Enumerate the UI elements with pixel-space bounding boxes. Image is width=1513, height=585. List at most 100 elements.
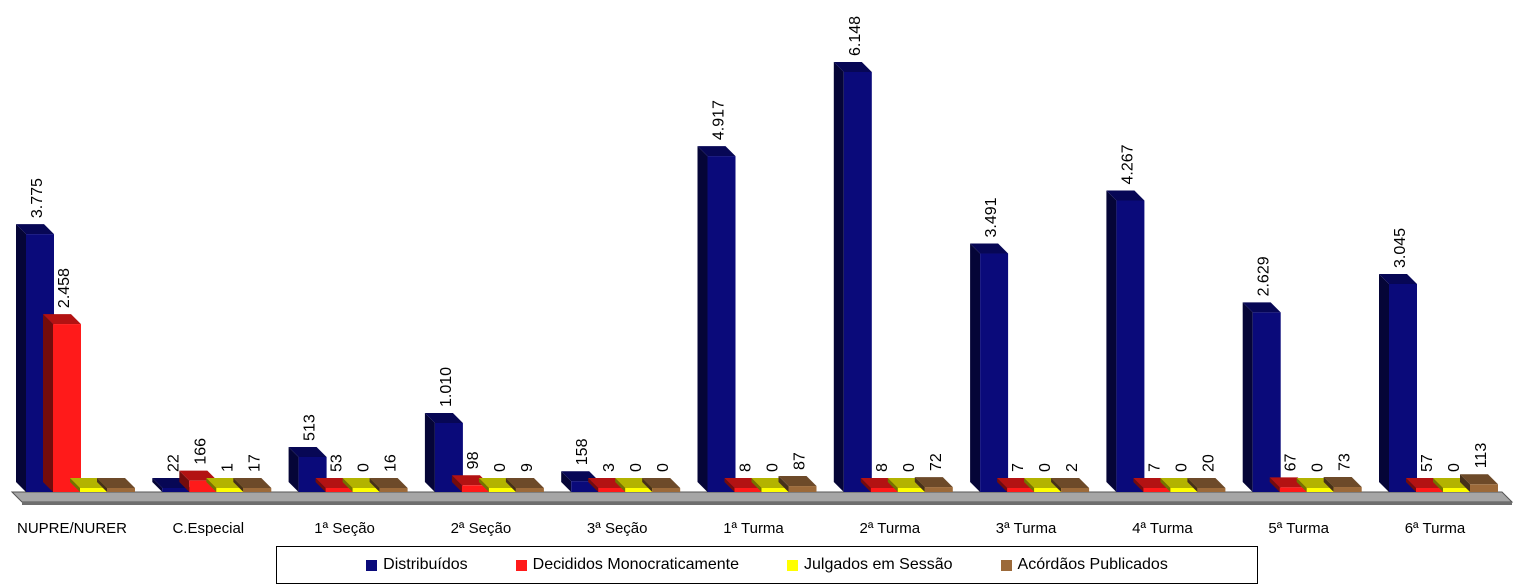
- bar-side: [778, 476, 789, 492]
- bar-front: [843, 72, 872, 492]
- value-label: 7: [1146, 463, 1163, 472]
- bar-side: [288, 446, 299, 492]
- value-label: 6.148: [847, 16, 864, 56]
- value-label: 158: [574, 438, 591, 465]
- bar-4-11: [1460, 474, 1498, 492]
- bar-top: [424, 413, 463, 424]
- bar-front: [162, 488, 191, 492]
- bar-top: [1323, 477, 1362, 488]
- value-label: 2.629: [1256, 256, 1273, 296]
- bar-1-6: [697, 146, 736, 492]
- bar-top: [1379, 273, 1417, 284]
- bar-1-11: [1379, 273, 1417, 492]
- bar-front: [379, 488, 408, 492]
- bar-top: [1242, 302, 1281, 313]
- value-label: 98: [465, 451, 482, 469]
- value-label: 17: [246, 454, 263, 472]
- value-label: 166: [192, 438, 209, 465]
- bar-front: [461, 485, 490, 492]
- category-label: NUPRE/NURER: [17, 520, 127, 537]
- bar-front: [598, 488, 627, 492]
- bar-front: [761, 488, 790, 492]
- bar-2-1: [43, 314, 81, 492]
- bar-top: [833, 62, 872, 72]
- bar-front: [1389, 283, 1417, 492]
- bar-front: [897, 488, 926, 492]
- value-label: 0: [901, 463, 918, 472]
- bar-side: [424, 413, 435, 492]
- bar-4-6: [778, 476, 817, 492]
- bar-1-7: [833, 62, 872, 492]
- bar-front: [1170, 488, 1199, 492]
- value-label: 0: [1173, 463, 1190, 472]
- legend-label: Julgados em Sessão: [803, 556, 953, 573]
- bar-side: [1051, 478, 1062, 492]
- bar-front: [1197, 488, 1226, 492]
- chart-floor: [10, 491, 1513, 505]
- bar-side: [1406, 478, 1416, 492]
- value-label: 2.458: [56, 268, 73, 308]
- bar-side: [206, 478, 217, 492]
- bar-side: [997, 478, 1008, 492]
- bar-top: [97, 478, 135, 488]
- bar-top: [505, 478, 544, 488]
- bar-4-7: [914, 477, 953, 492]
- bar-top: [233, 478, 272, 488]
- bar-side: [451, 475, 462, 492]
- legend-swatch-julgados: [786, 559, 798, 571]
- bar-front: [488, 488, 517, 492]
- bar-1-10: [1242, 302, 1281, 492]
- value-label: 1: [219, 463, 236, 472]
- value-label: 16: [383, 454, 400, 472]
- value-label: 8: [738, 463, 755, 472]
- bar-side: [561, 471, 572, 492]
- bar-top: [1460, 474, 1498, 485]
- bar-front: [243, 488, 272, 492]
- bar-side: [642, 478, 653, 492]
- bar-top: [1106, 190, 1145, 201]
- bar-side: [697, 146, 708, 492]
- bar-front: [1034, 488, 1063, 492]
- bar-front: [788, 486, 817, 492]
- bar-4-4: [505, 478, 544, 492]
- bar-top: [1187, 478, 1226, 488]
- value-label: 113: [1473, 443, 1490, 469]
- bar-top: [778, 476, 817, 487]
- bar-front: [870, 488, 899, 492]
- bar-front: [980, 253, 1009, 492]
- chart-floor-edge: [22, 502, 1512, 505]
- bar-side: [478, 478, 489, 492]
- value-label: 4.267: [1119, 144, 1136, 184]
- bar-front: [216, 488, 245, 492]
- value-label: 8: [874, 463, 891, 472]
- bar-side: [833, 62, 844, 492]
- bar-side: [615, 478, 626, 492]
- bar-side: [70, 478, 80, 492]
- value-label: 0: [655, 463, 672, 472]
- bar-front: [924, 487, 953, 492]
- bar-side: [342, 478, 353, 492]
- value-label: 2: [1064, 463, 1081, 472]
- chart-bars: [16, 62, 1498, 493]
- bar-front: [625, 488, 654, 492]
- bar-side: [1323, 477, 1334, 492]
- bar-front: [1306, 488, 1335, 492]
- value-label: 20: [1200, 454, 1217, 472]
- category-label: 3ª Turma: [996, 520, 1057, 537]
- bar-front: [1279, 487, 1308, 492]
- bar-front: [352, 488, 381, 492]
- bar-top: [43, 314, 81, 325]
- bar-side: [1133, 478, 1144, 492]
- bar-side: [1296, 478, 1307, 492]
- bar-front: [1143, 488, 1172, 492]
- bar-front: [325, 488, 354, 492]
- bar-front: [652, 488, 681, 492]
- value-label: 0: [1310, 463, 1327, 472]
- value-label: 73: [1337, 453, 1354, 471]
- bar-front: [1061, 488, 1090, 492]
- bar-top: [914, 477, 953, 488]
- bar-front: [1116, 200, 1145, 493]
- bar-side: [43, 314, 53, 492]
- bar-front: [53, 324, 81, 492]
- bar-top: [697, 146, 736, 157]
